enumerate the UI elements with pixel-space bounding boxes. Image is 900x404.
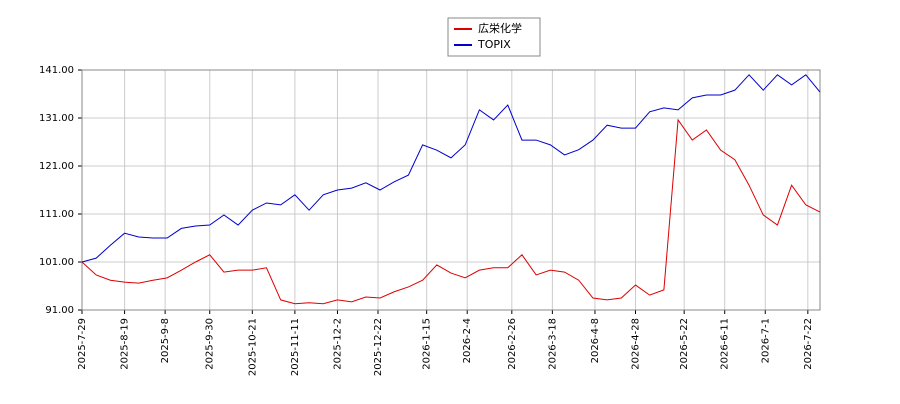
x-tick-label: 2026-4-28: [631, 318, 642, 370]
x-tick-label: 2026-7-22: [803, 318, 814, 370]
legend: 広栄化学 TOPIX: [447, 17, 541, 57]
x-tick-label: 2026-3-18: [547, 318, 558, 370]
x-tick-label: 2025-10-21: [247, 318, 258, 376]
plot-frame: [81, 69, 821, 311]
x-tick-label: 2025-9-30: [205, 318, 216, 370]
x-tick-label: 2025-8-19: [120, 318, 131, 370]
x-tick-label: 2026-6-11: [720, 318, 731, 370]
x-tick-label: 2026-2-26: [507, 318, 518, 370]
x-tick-label: 2026-2-4: [462, 318, 473, 363]
series-line: [81, 118, 821, 305]
y-tick-label: 121.00: [39, 161, 74, 172]
y-tick-label: 131.00: [39, 113, 74, 124]
legend-label: TOPIX: [477, 38, 511, 51]
legend-box: [447, 17, 541, 57]
y-tick-label: 141.00: [39, 65, 74, 76]
y-tick-label: 111.00: [39, 209, 74, 220]
x-tick-label: 2025-12-2: [332, 318, 343, 370]
x-tick-label: 2026-5-22: [679, 318, 690, 370]
y-tick-label: 101.00: [39, 257, 74, 268]
x-tick-label: 2026-1-15: [422, 318, 433, 370]
x-tick-label: 2025-9-8: [160, 318, 171, 363]
x-tick-label: 2025-7-29: [77, 318, 88, 370]
x-tick-label: 2026-4-8: [590, 318, 601, 363]
x-tick-label: 2025-11-11: [290, 318, 301, 376]
x-tick-label: 2026-7-1: [760, 318, 771, 363]
x-tick-label: 2025-12-22: [373, 318, 384, 376]
y-tick-label: 91.00: [45, 305, 74, 316]
legend-label: 広栄化学: [478, 21, 522, 35]
series-line: [81, 74, 821, 263]
